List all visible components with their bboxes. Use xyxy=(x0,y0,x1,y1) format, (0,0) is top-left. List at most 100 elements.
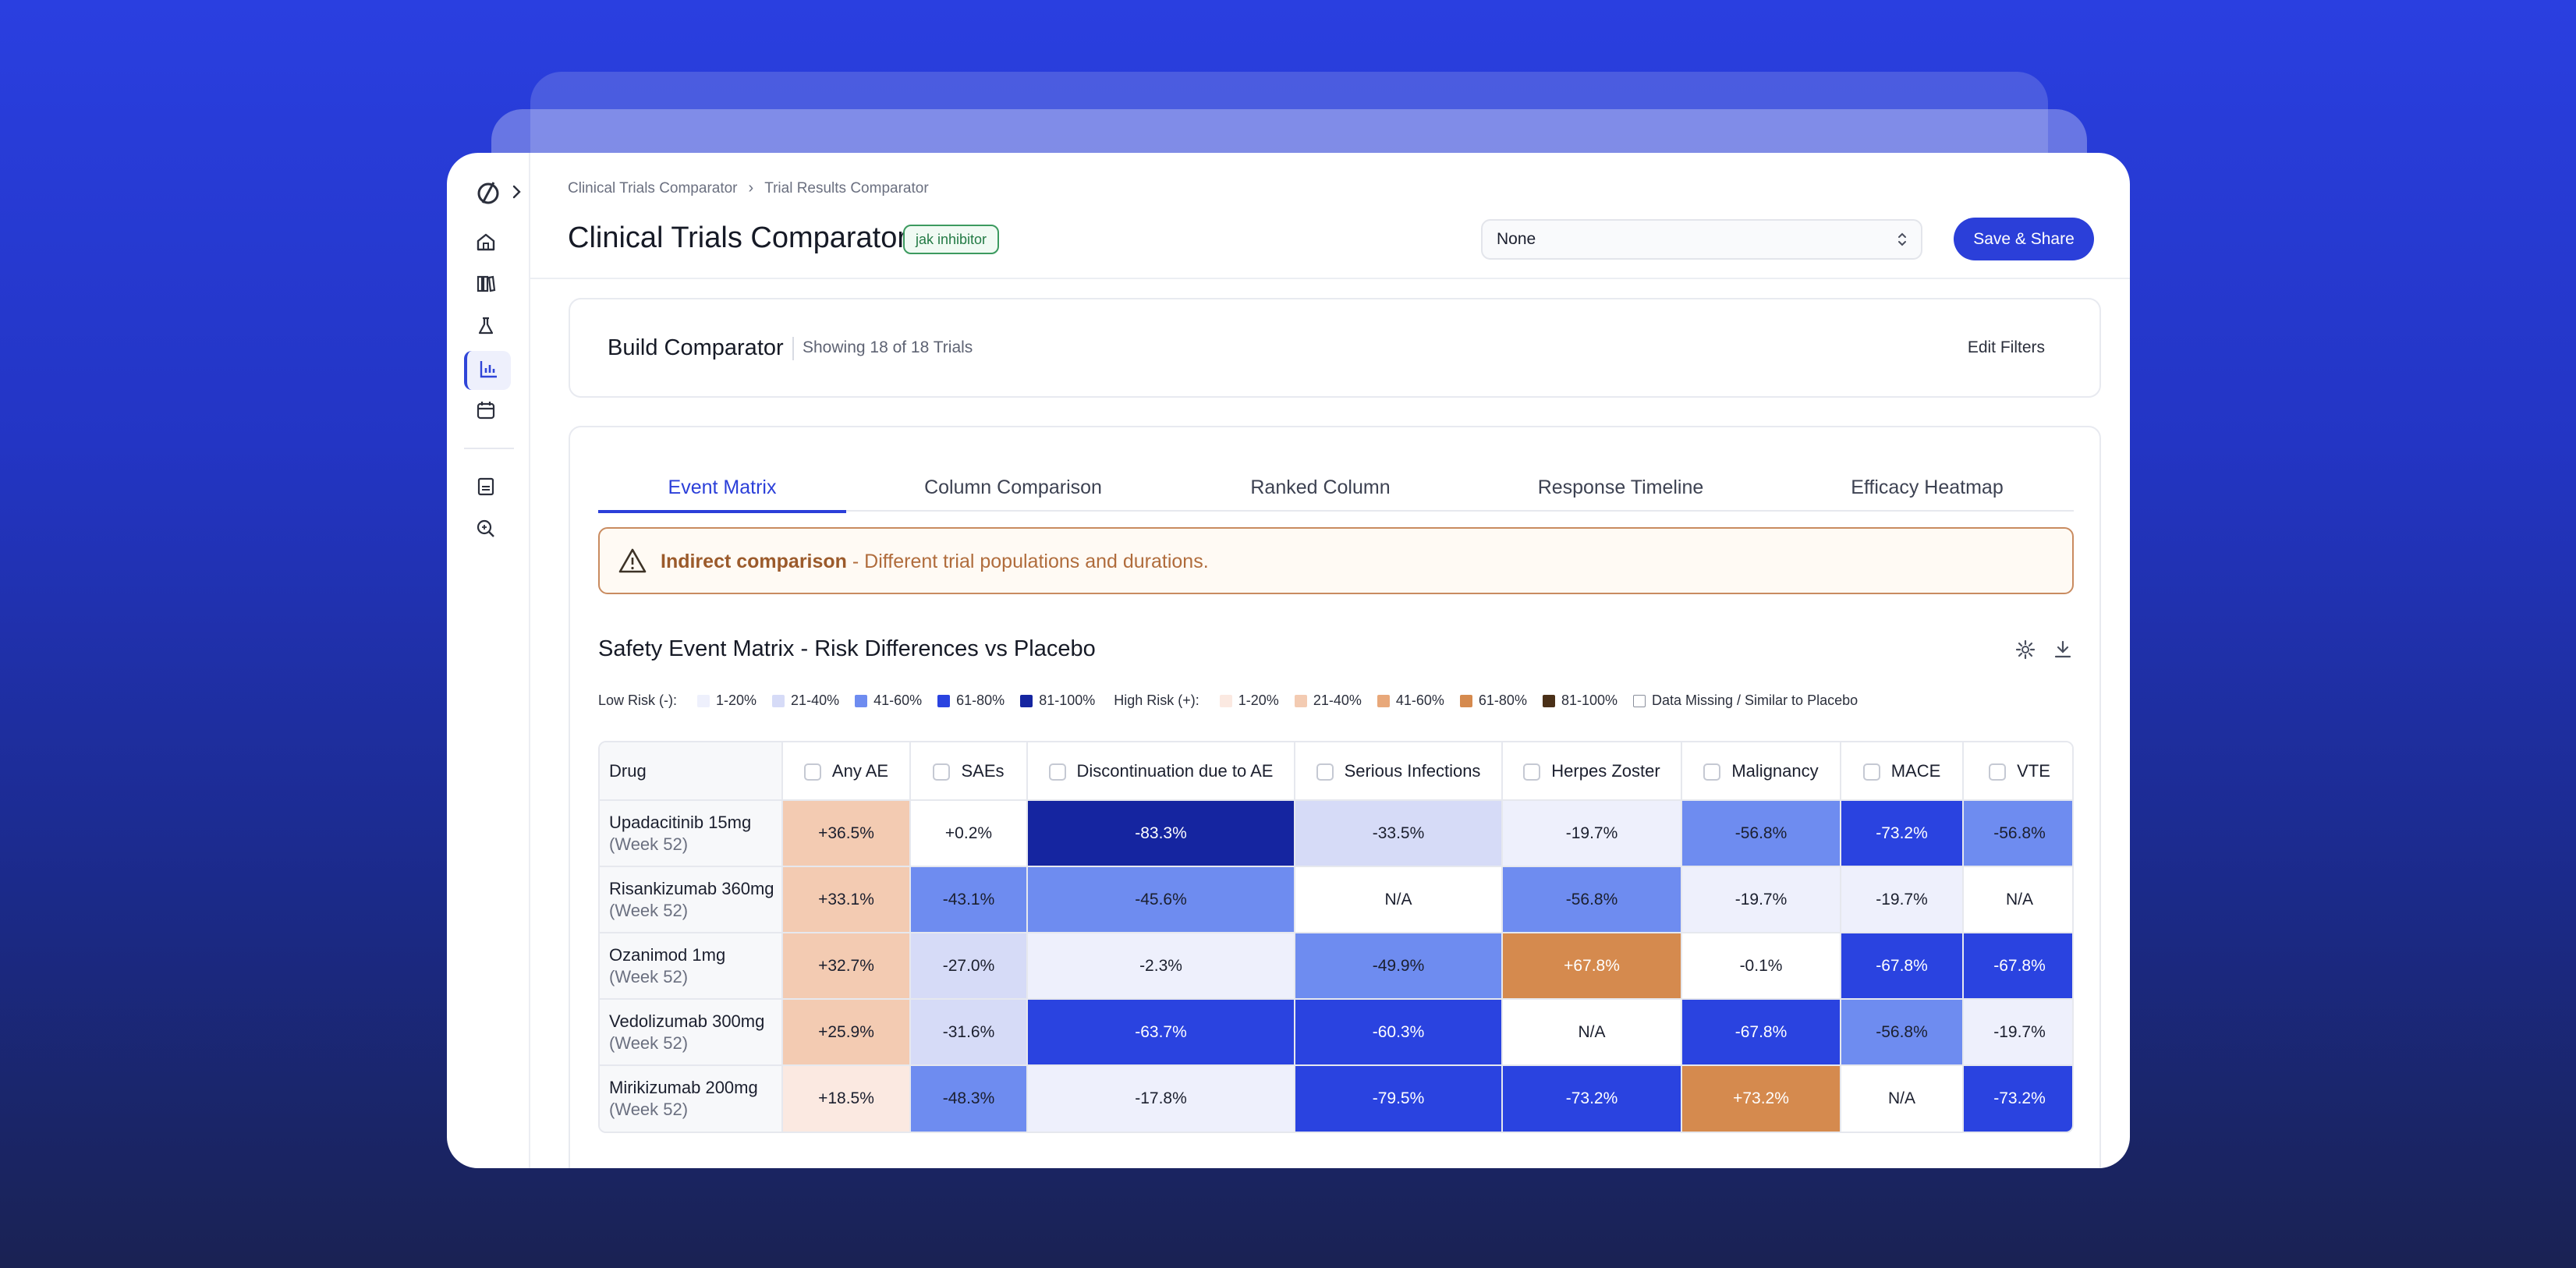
risk-cell[interactable]: -33.5% xyxy=(1295,800,1503,867)
risk-cell[interactable]: -19.7% xyxy=(1681,866,1841,933)
risk-cell[interactable]: N/A xyxy=(1502,999,1682,1066)
matrix-table: Drug Any AE SAEs Discontinuation due to … xyxy=(600,742,2072,1132)
brand-logo-icon[interactable] xyxy=(475,179,501,206)
build-divider xyxy=(792,337,794,360)
risk-cell[interactable]: N/A xyxy=(1963,866,2072,933)
column-header: Serious Infections xyxy=(1295,742,1503,801)
legend-swatch xyxy=(1542,694,1555,707)
column-header: Herpes Zoster xyxy=(1502,742,1682,801)
chevron-right-icon: › xyxy=(748,179,754,197)
risk-cell[interactable]: -67.8% xyxy=(1841,933,1964,1000)
column-checkbox[interactable] xyxy=(803,763,821,781)
document-icon[interactable] xyxy=(475,476,497,498)
risk-cell[interactable]: -19.7% xyxy=(1502,800,1682,867)
tab-response-timeline[interactable]: Response Timeline xyxy=(1537,476,1704,498)
column-label: SAEs xyxy=(961,760,1005,781)
column-checkbox[interactable] xyxy=(1862,763,1880,781)
risk-cell[interactable]: -0.1% xyxy=(1681,933,1841,1000)
risk-cell[interactable]: -56.8% xyxy=(1963,800,2072,867)
risk-cell[interactable]: N/A xyxy=(1841,1065,1964,1132)
risk-cell[interactable]: -63.7% xyxy=(1027,999,1295,1066)
column-label: Discontinuation due to AE xyxy=(1076,760,1274,781)
risk-cell[interactable]: -60.3% xyxy=(1295,999,1503,1066)
risk-cell[interactable]: -56.8% xyxy=(1502,866,1682,933)
build-title: Build Comparator xyxy=(608,335,784,360)
chevron-right-icon[interactable] xyxy=(509,182,525,201)
search-insight-icon[interactable] xyxy=(475,518,497,540)
risk-cell[interactable]: -19.7% xyxy=(1841,866,1964,933)
home-icon[interactable] xyxy=(475,231,497,253)
risk-cell[interactable]: -19.7% xyxy=(1963,999,2072,1066)
column-checkbox[interactable] xyxy=(1989,763,2007,781)
save-share-button[interactable]: Save & Share xyxy=(1954,218,2094,260)
column-checkbox[interactable] xyxy=(1316,763,1334,781)
tab-event-matrix[interactable]: Event Matrix xyxy=(598,463,846,513)
risk-cell[interactable]: -79.5% xyxy=(1295,1065,1503,1132)
legend-text: 21-40% xyxy=(791,692,840,708)
risk-cell[interactable]: -83.3% xyxy=(1027,800,1295,867)
risk-cell[interactable]: +32.7% xyxy=(782,933,911,1000)
alert-bold: Indirect comparison xyxy=(661,551,847,572)
risk-cell[interactable]: -73.2% xyxy=(1502,1065,1682,1132)
download-icon[interactable] xyxy=(2053,639,2073,660)
risk-cell[interactable]: -48.3% xyxy=(910,1065,1028,1132)
matrix-title: Safety Event Matrix - Risk Differences v… xyxy=(598,636,1096,661)
risk-cell[interactable]: -49.9% xyxy=(1295,933,1503,1000)
trial-count: Showing 18 of 18 Trials xyxy=(803,338,973,356)
drug-name: Vedolizumab 300mg xyxy=(609,1011,765,1031)
calendar-icon[interactable] xyxy=(475,399,497,421)
sidebar xyxy=(447,153,530,1168)
risk-cell[interactable]: -2.3% xyxy=(1027,933,1295,1000)
risk-cell[interactable]: +36.5% xyxy=(782,800,911,867)
legend-missing: Data Missing / Similar to Placebo xyxy=(1633,692,1858,709)
app-window: Clinical Trials Comparator › Trial Resul… xyxy=(447,153,2130,1168)
risk-cell[interactable]: -17.8% xyxy=(1027,1065,1295,1132)
sidebar-active-indicator xyxy=(464,351,511,390)
column-checkbox[interactable] xyxy=(933,763,951,781)
risk-cell[interactable]: -27.0% xyxy=(910,933,1028,1000)
risk-cell[interactable]: -56.8% xyxy=(1681,800,1841,867)
risk-cell[interactable]: -67.8% xyxy=(1681,999,1841,1066)
risk-cell[interactable]: +67.8% xyxy=(1502,933,1682,1000)
risk-cell[interactable]: N/A xyxy=(1295,866,1503,933)
legend-text: Data Missing / Similar to Placebo xyxy=(1652,692,1858,708)
gear-icon[interactable] xyxy=(2015,639,2036,660)
tab-column-comparison[interactable]: Column Comparison xyxy=(924,476,1102,498)
column-header: Discontinuation due to AE xyxy=(1027,742,1295,801)
tab-efficacy-heatmap[interactable]: Efficacy Heatmap xyxy=(1851,476,2004,498)
indirect-comparison-alert: Indirect comparison - Different trial po… xyxy=(598,527,2074,594)
breadcrumb-root[interactable]: Clinical Trials Comparator xyxy=(568,179,738,197)
flask-icon[interactable] xyxy=(475,315,497,337)
risk-cell[interactable]: -31.6% xyxy=(910,999,1028,1066)
library-icon[interactable] xyxy=(475,273,497,295)
column-checkbox[interactable] xyxy=(1523,763,1541,781)
legend-text: 21-40% xyxy=(1313,692,1362,708)
table-row: Mirikizumab 200mg (Week 52) +18.5% -48.3% -1… xyxy=(600,1065,2072,1132)
legend-swatch xyxy=(937,694,951,707)
chart-icon[interactable] xyxy=(478,358,500,380)
risk-cell[interactable]: +73.2% xyxy=(1681,1065,1841,1132)
column-checkbox[interactable] xyxy=(1703,763,1721,781)
risk-cell[interactable]: -56.8% xyxy=(1841,999,1964,1066)
risk-cell[interactable]: +25.9% xyxy=(782,999,911,1066)
legend-text: 61-80% xyxy=(956,692,1005,708)
column-header: MACE xyxy=(1841,742,1964,801)
legend-low-1: 1-20% xyxy=(697,692,757,709)
preset-select[interactable]: None xyxy=(1481,219,1922,260)
drug-cell: Ozanimod 1mg (Week 52) xyxy=(600,933,783,1000)
legend-low-4: 61-80% xyxy=(937,692,1005,709)
risk-cell[interactable]: -43.1% xyxy=(910,866,1028,933)
breadcrumb-current[interactable]: Trial Results Comparator xyxy=(764,179,929,197)
risk-cell[interactable]: +18.5% xyxy=(782,1065,911,1132)
risk-cell[interactable]: -45.6% xyxy=(1027,866,1295,933)
preset-select-value: None xyxy=(1497,230,1536,248)
tab-ranked-column[interactable]: Ranked Column xyxy=(1250,476,1391,498)
edit-filters-button[interactable]: Edit Filters xyxy=(1967,338,2045,356)
risk-cell[interactable]: +0.2% xyxy=(910,800,1028,867)
risk-cell[interactable]: -73.2% xyxy=(1963,1065,2072,1132)
risk-cell[interactable]: -67.8% xyxy=(1963,933,2072,1000)
column-checkbox[interactable] xyxy=(1048,763,1066,781)
legend-text: 61-80% xyxy=(1478,692,1527,708)
risk-cell[interactable]: +33.1% xyxy=(782,866,911,933)
risk-cell[interactable]: -73.2% xyxy=(1841,800,1964,867)
